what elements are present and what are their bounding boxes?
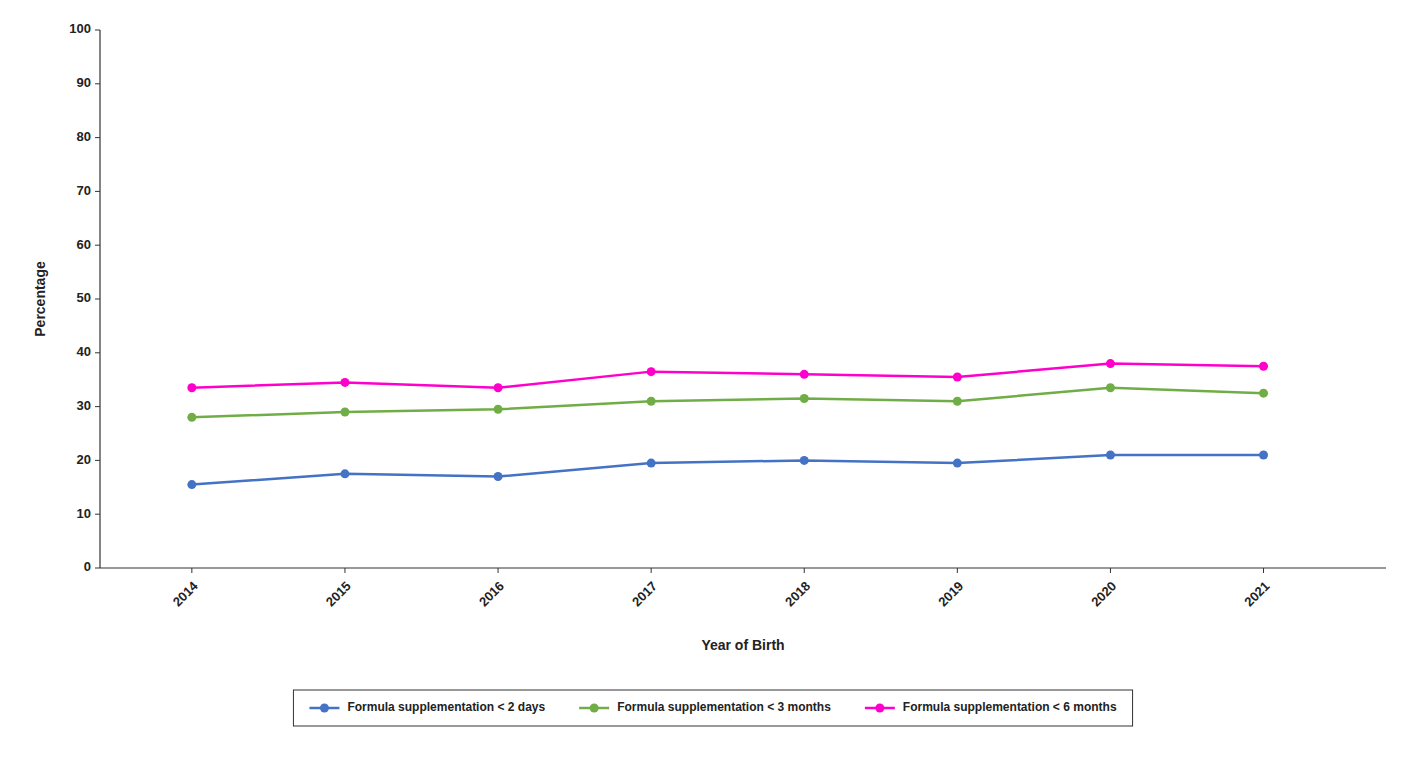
y-tick (95, 568, 100, 569)
y-tick (95, 83, 100, 84)
chart: 0 10 20 30 40 50 60 70 80 90 100 2014 2015 2016 2017 20… (0, 0, 1426, 768)
point (1259, 362, 1268, 371)
x-tick (344, 568, 345, 573)
y-tick (95, 352, 100, 353)
legend-label: Formula supplementation < 2 days (347, 700, 545, 714)
point (800, 456, 809, 465)
series-line (192, 455, 1264, 485)
series-line (192, 388, 1264, 418)
x-tick (1110, 568, 1111, 573)
y-tick (95, 460, 100, 461)
legend-item: Formula supplementation < 2 days (309, 700, 545, 714)
legend-marker (590, 704, 599, 713)
x-tick-label: 2019 (935, 578, 966, 609)
point (187, 383, 196, 392)
point (494, 383, 503, 392)
point (187, 413, 196, 422)
x-tick-label: 2018 (782, 578, 813, 609)
point (340, 407, 349, 416)
point (1259, 389, 1268, 398)
point (953, 373, 962, 382)
x-tick-label: 2017 (629, 578, 660, 609)
x-tick (957, 568, 958, 573)
y-tick-label: 90 (77, 75, 91, 90)
point (953, 397, 962, 406)
series-line (192, 364, 1264, 388)
point (1106, 451, 1115, 460)
y-tick-label: 70 (77, 183, 91, 198)
legend: Formula supplementation < 2 days Formula … (293, 690, 1132, 726)
y-axis-label: Percentage (32, 261, 48, 337)
y-tick-label: 0 (84, 559, 91, 574)
x-tick (1263, 568, 1264, 573)
x-tick-label: 2014 (170, 578, 202, 610)
y-tick (95, 191, 100, 192)
x-tick-label: 2020 (1088, 578, 1119, 609)
y-tick-label: 20 (77, 452, 91, 467)
y-tick (95, 30, 100, 31)
x-tick (804, 568, 805, 573)
point (800, 370, 809, 379)
y-tick-label: 100 (69, 21, 91, 36)
x-axis-line (100, 567, 1386, 568)
y-tick-label: 30 (77, 398, 91, 413)
legend-frame (293, 690, 1132, 726)
y-tick-label: 50 (77, 290, 91, 305)
legend-label: Formula supplementation < 6 months (903, 700, 1117, 714)
point (1106, 383, 1115, 392)
legend-label: Formula supplementation < 3 months (617, 700, 831, 714)
y-tick-label: 40 (77, 344, 91, 359)
axes: 0 10 20 30 40 50 60 70 80 90 100 2014 2015 2016 2017 20… (69, 21, 1386, 609)
point (187, 480, 196, 489)
series (187, 451, 1268, 490)
y-tick (95, 406, 100, 407)
point (1106, 359, 1115, 368)
series (187, 383, 1268, 422)
series (187, 359, 1268, 392)
point (953, 459, 962, 468)
y-tick-label: 10 (77, 506, 91, 521)
point (647, 459, 656, 468)
y-tick (95, 137, 100, 138)
point (647, 367, 656, 376)
point (494, 472, 503, 481)
x-tick-label: 2021 (1241, 578, 1272, 609)
legend-marker (875, 704, 884, 713)
legend-item: Formula supplementation < 3 months (579, 700, 831, 714)
point (340, 469, 349, 478)
y-tick (95, 245, 100, 246)
x-tick (191, 568, 192, 573)
point (494, 405, 503, 414)
plot-area (187, 359, 1268, 489)
y-tick (95, 299, 100, 300)
y-tick-label: 80 (77, 129, 91, 144)
point (647, 397, 656, 406)
legend-marker (320, 704, 329, 713)
x-tick (498, 568, 499, 573)
y-tick (95, 514, 100, 515)
y-tick-label: 60 (77, 237, 91, 252)
x-tick (651, 568, 652, 573)
point (800, 394, 809, 403)
point (1259, 451, 1268, 460)
x-tick-label: 2016 (476, 578, 507, 609)
legend-item: Formula supplementation < 6 months (865, 700, 1117, 714)
x-tick-label: 2015 (323, 578, 354, 609)
x-axis-label: Year of Birth (701, 637, 784, 653)
point (340, 378, 349, 387)
